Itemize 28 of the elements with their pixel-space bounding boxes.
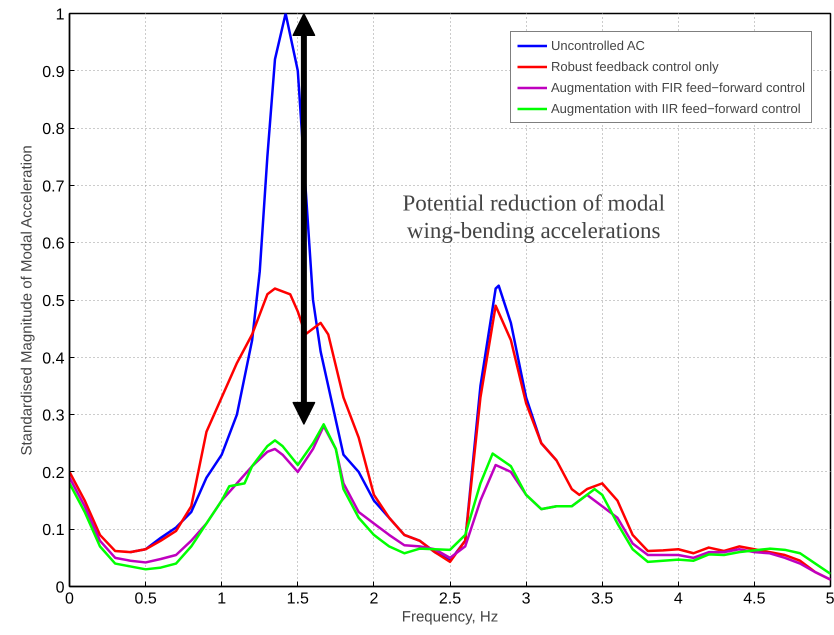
annotation: Potential reduction of modal wing-bending accelerations [402,190,665,244]
legend-label: Robust feedback control only [551,59,719,74]
x-tick-label: 5 [826,590,834,608]
x-tick-label: 3 [522,590,531,608]
legend-label: Augmentation with IIR feed−forward control [551,101,801,116]
y-tick-label: 0.5 [42,293,65,310]
x-axis-title: Frequency, Hz [402,608,498,626]
y-axis-title: Standardised Magnitude of Modal Acceleration [18,145,36,456]
y-tick-label: 0.7 [42,178,65,196]
y-tick-label: 0.1 [42,522,65,540]
x-tick-label: 4 [674,590,683,608]
y-tick-label: 0.4 [42,350,65,368]
x-tick-label: 1 [217,590,226,608]
y-tick-label: 0.9 [42,64,65,81]
legend-label: Augmentation with FIR feed−forward control [551,80,805,95]
y-tick-label: 0.2 [42,464,65,482]
y-tick-label: 0.3 [42,408,65,425]
x-tick-label: 1.5 [286,590,310,608]
legend-label: Uncontrolled AC [551,38,645,53]
y-tick-label: 0 [56,580,65,596]
x-tick-label: 4.5 [743,590,766,608]
y-tick-label: 0.8 [42,121,65,138]
y-tick-label: 1 [56,6,65,24]
x-tick-label: 3.5 [591,590,614,608]
x-tick-label: 0.5 [134,590,157,608]
x-tick-label: 2.5 [438,590,462,608]
y-tick-label: 0.6 [42,236,65,253]
x-tick-label: 2 [369,590,378,608]
